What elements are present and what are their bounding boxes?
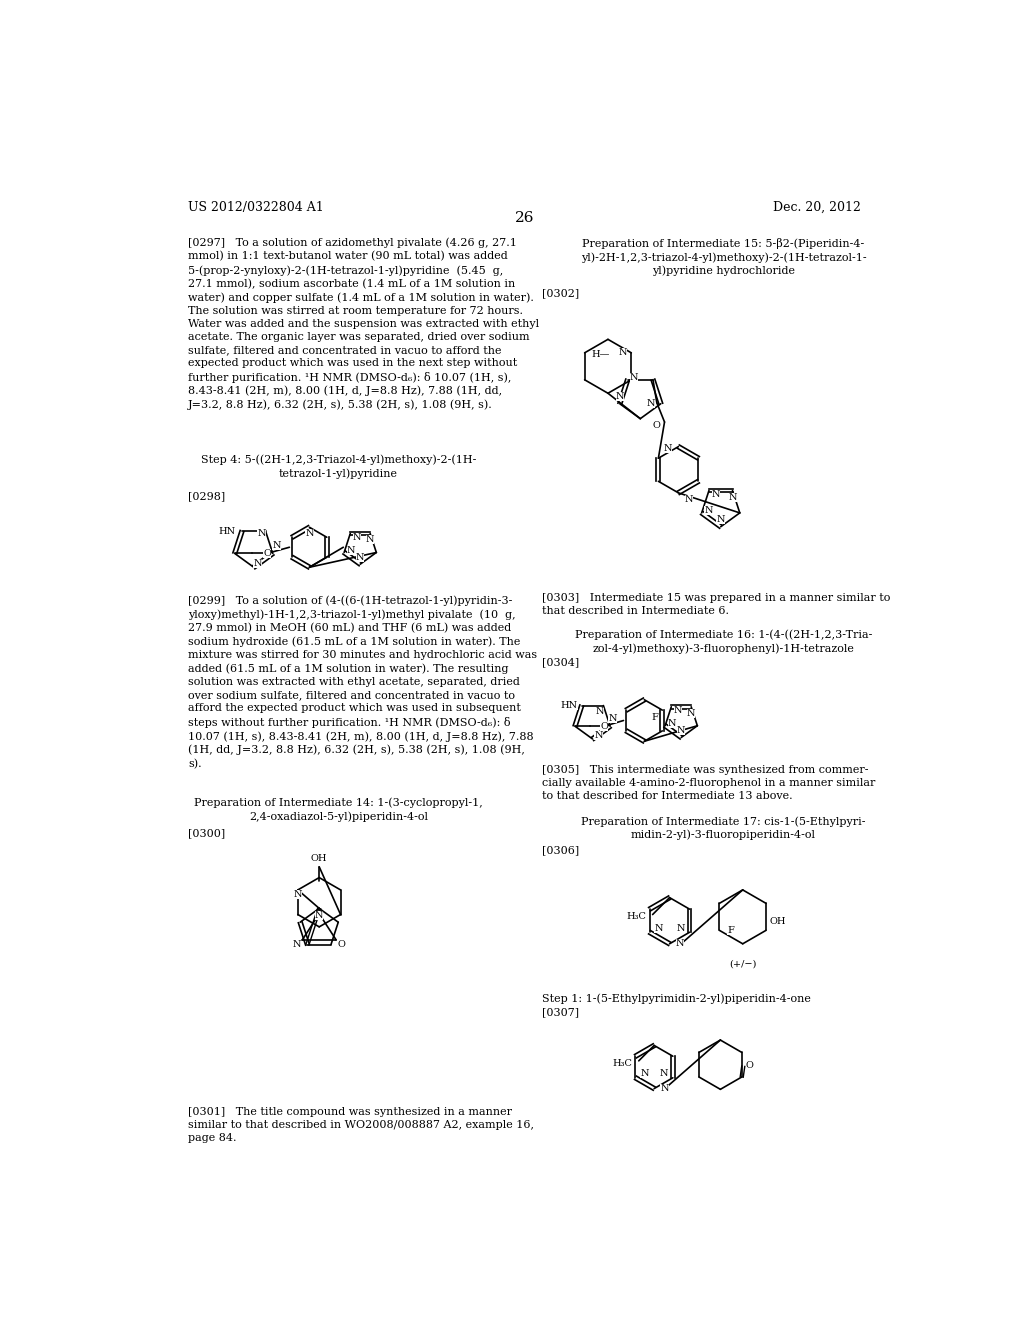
Text: N: N xyxy=(687,709,695,718)
Text: N: N xyxy=(608,714,616,723)
Text: O: O xyxy=(745,1061,754,1071)
Text: [0307]: [0307] xyxy=(542,1007,579,1018)
Text: N: N xyxy=(356,553,365,562)
Text: N: N xyxy=(728,492,736,502)
Text: N: N xyxy=(654,924,663,933)
Text: OH: OH xyxy=(311,854,328,863)
Text: N: N xyxy=(315,911,324,920)
Text: O: O xyxy=(337,940,345,949)
Text: F: F xyxy=(651,713,658,722)
Text: [0299]   To a solution of (4-((6-(1H-tetrazol-1-yl)pyridin-3-
yloxy)methyl)-1H-1: [0299] To a solution of (4-((6-(1H-tetra… xyxy=(188,595,538,770)
Text: N: N xyxy=(630,372,638,381)
Text: N: N xyxy=(676,940,684,948)
Text: Preparation of Intermediate 15: 5-β2-(Piperidin-4-
yl)-2H-1,2,3-triazol-4-yl)met: Preparation of Intermediate 15: 5-β2-(Pi… xyxy=(581,238,866,276)
Text: F: F xyxy=(727,925,734,935)
Text: N: N xyxy=(272,541,281,550)
Text: [0305]   This intermediate was synthesized from commer-
cially available 4-amino: [0305] This intermediate was synthesized… xyxy=(542,766,876,801)
Text: N: N xyxy=(294,890,302,899)
Text: N: N xyxy=(293,940,301,949)
Text: [0297]   To a solution of azidomethyl pivalate (4.26 g, 27.1
mmol) in 1:1 text-b: [0297] To a solution of azidomethyl piva… xyxy=(188,238,540,411)
Text: [0304]: [0304] xyxy=(542,657,579,668)
Text: N: N xyxy=(353,533,361,543)
Text: [0301]   The title compound was synthesized in a manner
similar to that describe: [0301] The title compound was synthesize… xyxy=(188,1107,535,1143)
Text: N: N xyxy=(660,1084,669,1093)
Text: Preparation of Intermediate 17: cis-1-(5-Ethylpyri-
midin-2-yl)-3-fluoropiperidi: Preparation of Intermediate 17: cis-1-(5… xyxy=(582,816,865,841)
Text: (+/−): (+/−) xyxy=(729,960,757,968)
Text: N: N xyxy=(668,719,676,727)
Text: N: N xyxy=(640,1069,648,1078)
Text: [0300]: [0300] xyxy=(188,829,225,838)
Text: H—: H— xyxy=(592,350,609,359)
Text: N: N xyxy=(253,558,262,568)
Text: N: N xyxy=(677,924,685,933)
Text: [0302]: [0302] xyxy=(542,288,579,298)
Text: N: N xyxy=(677,726,685,735)
Text: N: N xyxy=(646,399,654,408)
Text: Step 4: 5-((2H-1,2,3-Triazol-4-yl)methoxy)-2-(1H-
tetrazol-1-yl)pyridine: Step 4: 5-((2H-1,2,3-Triazol-4-yl)methox… xyxy=(201,455,476,479)
Text: [0303]   Intermediate 15 was prepared in a manner similar to
that described in I: [0303] Intermediate 15 was prepared in a… xyxy=(542,593,890,615)
Text: Dec. 20, 2012: Dec. 20, 2012 xyxy=(773,201,861,214)
Text: US 2012/0322804 A1: US 2012/0322804 A1 xyxy=(188,201,324,214)
Text: N: N xyxy=(305,529,313,537)
Text: Preparation of Intermediate 14: 1-(3-cyclopropyl-1,
2,4-oxadiazol-5-yl)piperidin: Preparation of Intermediate 14: 1-(3-cyc… xyxy=(195,797,483,822)
Text: N: N xyxy=(366,535,375,544)
Text: N: N xyxy=(347,545,355,554)
Text: Preparation of Intermediate 16: 1-(4-((2H-1,2,3-Tria-
zol-4-yl)methoxy)-3-fluoro: Preparation of Intermediate 16: 1-(4-((2… xyxy=(574,630,872,653)
Text: N: N xyxy=(705,506,713,515)
Text: HN: HN xyxy=(219,527,236,536)
Text: HN: HN xyxy=(561,701,578,710)
Text: H₃C: H₃C xyxy=(612,1059,633,1068)
Text: O: O xyxy=(652,421,660,430)
Text: N: N xyxy=(664,444,672,453)
Text: [0306]: [0306] xyxy=(542,845,579,855)
Text: N: N xyxy=(257,529,266,537)
Text: N: N xyxy=(712,490,720,499)
Text: H₃C: H₃C xyxy=(627,912,646,921)
Text: O: O xyxy=(263,549,271,558)
Text: N: N xyxy=(717,515,725,524)
Text: O: O xyxy=(600,722,608,731)
Text: N: N xyxy=(618,348,628,358)
Text: OH: OH xyxy=(770,916,786,925)
Text: N: N xyxy=(595,708,604,717)
Text: Step 1: 1-(5-Ethylpyrimidin-2-yl)piperidin-4-one: Step 1: 1-(5-Ethylpyrimidin-2-yl)piperid… xyxy=(542,994,811,1005)
Text: N: N xyxy=(615,392,624,400)
Text: [0298]: [0298] xyxy=(188,491,225,502)
Text: N: N xyxy=(595,731,603,739)
Text: N: N xyxy=(659,1069,669,1078)
Text: N: N xyxy=(674,706,682,715)
Text: N: N xyxy=(684,495,693,503)
Text: 26: 26 xyxy=(515,211,535,224)
